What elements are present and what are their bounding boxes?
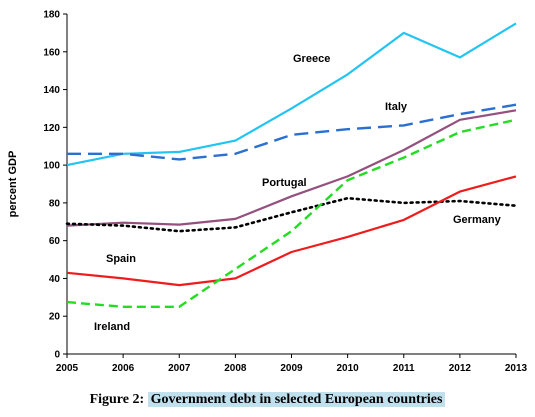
y-tick-label: 80	[49, 198, 61, 209]
series-line-italy	[67, 103, 517, 161]
x-tick-label: 2010	[337, 363, 360, 374]
series-line-germany	[65, 196, 518, 233]
y-tick-label: 120	[43, 123, 60, 134]
x-tick-label: 2012	[449, 363, 472, 374]
x-tick-label: 2007	[168, 363, 191, 374]
axes: 0 20 40 60 80 100 120 140 160 180 2005 2006 2007 2008…	[7, 10, 528, 375]
figure-caption: Figure 2: Government debt in selected Eu…	[0, 392, 535, 408]
x-tick-label: 2006	[112, 363, 135, 374]
series-lines	[65, 22, 518, 308]
x-tick-label: 2009	[280, 363, 303, 374]
y-tick-label: 0	[54, 350, 60, 361]
series-line-spain	[66, 175, 517, 287]
x-tick-label: 2008	[224, 363, 247, 374]
line-chart: 0 20 40 60 80 100 120 140 160 180 2005 2006 2007 2008…	[7, 10, 528, 375]
caption-title: Government debt in selected European cou…	[147, 392, 446, 407]
x-tick-label: 2011	[393, 363, 415, 374]
y-tick-label: 180	[43, 10, 60, 21]
series-line-portugal	[66, 109, 517, 227]
y-tick-label: 40	[49, 274, 61, 285]
y-axis-label: percent GDP	[7, 151, 19, 218]
series-line-greece	[66, 22, 517, 167]
series-label-ireland: Ireland	[94, 321, 130, 333]
series-label-portugal: Portugal	[262, 177, 307, 189]
series-label-greece: Greece	[293, 53, 330, 65]
x-tick-label: 2013	[505, 363, 528, 374]
y-tick-label: 140	[43, 85, 60, 96]
y-tick-label: 160	[43, 47, 60, 58]
series-line-ireland	[66, 118, 517, 308]
caption-prefix: Figure 2:	[89, 392, 145, 407]
series-label-spain: Spain	[106, 253, 136, 265]
series-labels: Greece Italy Portugal Germany Spain Ireland	[94, 53, 502, 333]
series-label-italy: Italy	[385, 101, 408, 113]
y-tick-label: 20	[49, 312, 61, 323]
x-tick-label: 2005	[56, 363, 79, 374]
y-tick-label: 60	[49, 236, 61, 247]
y-tick-label: 100	[43, 161, 60, 172]
series-label-germany: Germany	[453, 214, 502, 226]
